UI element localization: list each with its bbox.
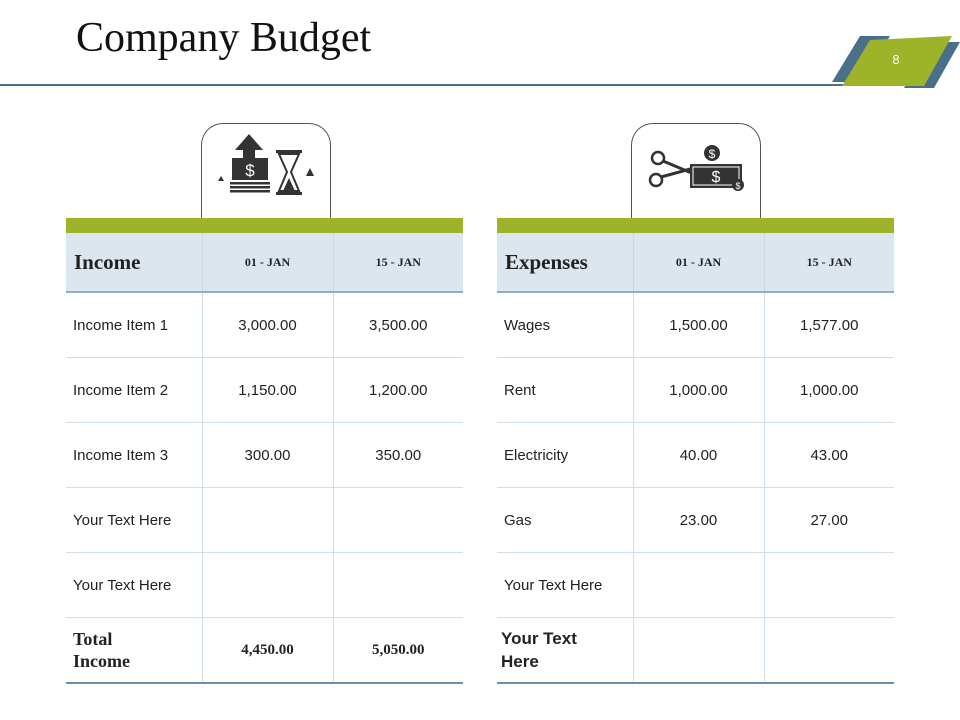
income-total-row: Total Income 4,450.00 5,050.00 bbox=[66, 617, 463, 684]
total-value-col2: 5,050.00 bbox=[332, 617, 463, 684]
row-value-col1: 40.00 bbox=[632, 422, 764, 488]
expenses-header-label: Expenses bbox=[497, 233, 633, 293]
row-value-col2: 1,577.00 bbox=[763, 292, 894, 358]
row-value-col2: 1,000.00 bbox=[763, 357, 894, 423]
scissors-money-icon: $ $ $ bbox=[648, 145, 744, 191]
table-row: Income Item 2 1,150.00 1,200.00 bbox=[66, 357, 463, 423]
row-value-col2 bbox=[332, 487, 463, 553]
total-value-col2 bbox=[763, 617, 894, 684]
svg-text:$: $ bbox=[712, 169, 721, 186]
income-header-col2: 15 - JAN bbox=[332, 233, 463, 293]
row-value-col1: 1,150.00 bbox=[201, 357, 333, 423]
row-label: Your Text Here bbox=[497, 552, 633, 618]
row-value-col1: 1,500.00 bbox=[632, 292, 764, 358]
expenses-header-col1: 01 - JAN bbox=[632, 233, 764, 293]
expenses-accent-bar bbox=[497, 218, 894, 233]
row-label: Electricity bbox=[497, 422, 633, 488]
row-label: Gas bbox=[497, 487, 633, 553]
income-panel: Income 01 - JAN 15 - JAN Income Item 1 3… bbox=[66, 218, 463, 684]
row-value-col2: 350.00 bbox=[332, 422, 463, 488]
row-value-col1: 23.00 bbox=[632, 487, 764, 553]
row-value-col1 bbox=[201, 487, 333, 553]
total-label: Your Text Here bbox=[497, 617, 633, 684]
row-value-col1: 300.00 bbox=[201, 422, 333, 488]
income-accent-bar bbox=[66, 218, 463, 233]
row-label: Income Item 3 bbox=[66, 422, 202, 488]
table-row: Wages 1,500.00 1,577.00 bbox=[497, 292, 894, 358]
row-label: Your Text Here bbox=[66, 552, 202, 618]
row-label: Your Text Here bbox=[66, 487, 202, 553]
expenses-icon-tab: $ $ $ bbox=[631, 123, 761, 219]
expenses-header-col2: 15 - JAN bbox=[763, 233, 894, 293]
table-row: Your Text Here bbox=[497, 552, 894, 618]
table-row: Rent 1,000.00 1,000.00 bbox=[497, 357, 894, 423]
total-value-col1: 4,450.00 bbox=[201, 617, 333, 684]
money-hourglass-icon: $ bbox=[218, 134, 314, 195]
row-value-col2: 3,500.00 bbox=[332, 292, 463, 358]
total-label-text: Your Text Here bbox=[501, 629, 577, 671]
table-row: Your Text Here bbox=[66, 487, 463, 553]
table-row: Income Item 3 300.00 350.00 bbox=[66, 422, 463, 488]
row-label: Rent bbox=[497, 357, 633, 423]
svg-text:$: $ bbox=[735, 181, 740, 191]
slide-number-badge bbox=[832, 36, 960, 88]
total-value-col1 bbox=[632, 617, 764, 684]
page-title: Company Budget bbox=[76, 15, 372, 61]
table-row: Gas 23.00 27.00 bbox=[497, 487, 894, 553]
row-value-col2 bbox=[763, 552, 894, 618]
svg-text:$: $ bbox=[245, 161, 255, 180]
row-value-col1 bbox=[632, 552, 764, 618]
income-header-label: Income bbox=[66, 233, 202, 293]
total-label: Total Income bbox=[66, 617, 202, 684]
row-label: Income Item 1 bbox=[66, 292, 202, 358]
income-table: Income 01 - JAN 15 - JAN Income Item 1 3… bbox=[66, 233, 463, 684]
expenses-total-row: Your Text Here bbox=[497, 617, 894, 684]
row-value-col2 bbox=[332, 552, 463, 618]
row-value-col2: 43.00 bbox=[763, 422, 894, 488]
table-row: Electricity 40.00 43.00 bbox=[497, 422, 894, 488]
row-value-col1 bbox=[201, 552, 333, 618]
svg-text:$: $ bbox=[709, 147, 716, 161]
slide-number: 8 bbox=[892, 52, 900, 67]
row-label: Wages bbox=[497, 292, 633, 358]
expenses-panel: Expenses 01 - JAN 15 - JAN Wages 1,500.0… bbox=[497, 218, 894, 684]
row-value-col1: 1,000.00 bbox=[632, 357, 764, 423]
expenses-table: Expenses 01 - JAN 15 - JAN Wages 1,500.0… bbox=[497, 233, 894, 684]
row-value-col2: 1,200.00 bbox=[332, 357, 463, 423]
row-label: Income Item 2 bbox=[66, 357, 202, 423]
row-value-col1: 3,000.00 bbox=[201, 292, 333, 358]
income-header-col1: 01 - JAN bbox=[201, 233, 333, 293]
expenses-header-row: Expenses 01 - JAN 15 - JAN bbox=[497, 233, 894, 293]
income-icon-tab: $ bbox=[201, 123, 331, 219]
income-header-row: Income 01 - JAN 15 - JAN bbox=[66, 233, 463, 293]
table-row: Your Text Here bbox=[66, 552, 463, 618]
header-divider bbox=[0, 84, 850, 86]
total-label-text: Total Income bbox=[73, 629, 130, 671]
table-row: Income Item 1 3,000.00 3,500.00 bbox=[66, 292, 463, 358]
row-value-col2: 27.00 bbox=[763, 487, 894, 553]
